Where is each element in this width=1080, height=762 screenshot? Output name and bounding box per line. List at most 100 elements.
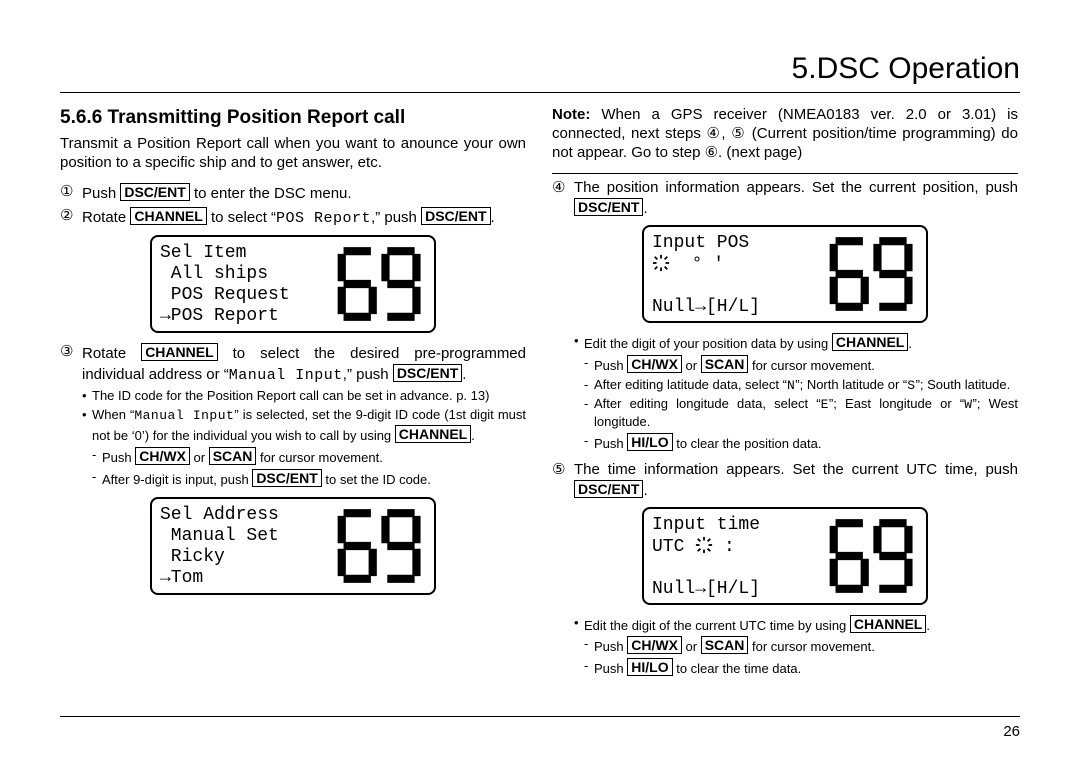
text: The time information appears. Set the cu… (574, 461, 1018, 478)
sub-bullet: -Push HI/LO to clear the time data. (584, 658, 1018, 678)
text: to clear the time data. (673, 661, 802, 676)
sub-marker: - (584, 396, 594, 431)
text: : (713, 537, 735, 557)
step-3: ③ Rotate CHANNEL to select the desired p… (60, 343, 526, 386)
sub-bullet: -After editing latitude data, select “N”… (584, 377, 1018, 395)
sub-bullet: -Push CH/WX or SCAN for cursor movement. (92, 447, 526, 467)
lcd-display-3: Input POS ° ' Null→[H/L] (642, 225, 928, 323)
lcd-line: Sel Address (160, 505, 279, 525)
lcd-text: E (821, 397, 829, 412)
text: Push (594, 661, 627, 676)
lcd-line: Null→[H/L] (652, 297, 760, 317)
lcd-text: S (907, 378, 915, 393)
step-text: Rotate CHANNEL to select the desired pre… (82, 343, 526, 386)
bullet: •Edit the digit of your position data by… (574, 333, 1018, 353)
key-label: HI/LO (627, 658, 672, 676)
sub-text: Push CH/WX or SCAN for cursor movement. (594, 355, 1018, 375)
lcd-line: Ricky (160, 547, 225, 567)
top-rule (60, 92, 1020, 93)
key-label: CH/WX (627, 636, 682, 654)
intro-paragraph: Transmit a Position Report call when you… (60, 135, 526, 173)
key-label: SCAN (209, 447, 257, 465)
sub-bullet: -Push CH/WX or SCAN for cursor movement. (584, 355, 1018, 375)
divider (552, 173, 1018, 174)
text: Edit the digit of your position data by … (584, 336, 832, 351)
sub-text: After 9-digit is input, push DSC/ENT to … (102, 469, 526, 489)
lcd-display-4: Input time UTC : Null→[H/L] (642, 507, 928, 605)
note-label: Note: (552, 106, 590, 123)
bullet-text: When “Manual Input” is selected, set the… (92, 407, 526, 445)
text: . (462, 366, 466, 383)
sub-text: Push CH/WX or SCAN for cursor movement. (594, 636, 1018, 656)
text: ,” push (343, 366, 393, 383)
step-text: Push DSC/ENT to enter the DSC menu. (82, 183, 526, 204)
lcd-line: POS Request (160, 285, 290, 305)
bullet: •Edit the digit of the current UTC time … (574, 615, 1018, 635)
lcd-display-1: Sel Item All ships POS Request →POS Repo… (150, 235, 436, 333)
note-paragraph: Note: When a GPS receiver (NMEA0183 ver.… (552, 106, 1018, 162)
bullet-marker: • (574, 615, 584, 635)
text: Push (594, 639, 627, 654)
cursor-blink-icon (695, 536, 713, 554)
notes-list: •Edit the digit of the current UTC time … (574, 615, 1018, 679)
sub-marker: - (584, 658, 594, 678)
sub-text: Push HI/LO to clear the position data. (594, 433, 1018, 453)
key-label: SCAN (701, 636, 749, 654)
text: ,” push (371, 209, 421, 226)
lcd-channel-digits (820, 233, 918, 315)
text: for cursor movement. (256, 450, 382, 465)
text: Rotate (82, 209, 130, 226)
lcd-text: Manual Input (229, 367, 343, 384)
sub-bullet: -Push CH/WX or SCAN for cursor movement. (584, 636, 1018, 656)
lcd-lines: Sel Item All ships POS Request →POS Repo… (160, 243, 328, 325)
step-number: ④ (552, 179, 574, 219)
lcd-line: Manual Set (160, 526, 279, 546)
text: Push (594, 358, 627, 373)
key-label: CHANNEL (832, 333, 908, 351)
seven-segment-69-icon (826, 515, 918, 597)
text: When “ (92, 407, 134, 422)
text: to enter the DSC menu. (190, 185, 352, 202)
text: or (682, 358, 701, 373)
bullet-text: Edit the digit of your position data by … (584, 333, 1018, 353)
lcd-line: All ships (160, 264, 268, 284)
text: . (643, 482, 647, 499)
step-number: ③ (60, 343, 82, 386)
step-text: Rotate CHANNEL to select “POS Report,” p… (82, 207, 526, 229)
key-label: CHANNEL (395, 425, 471, 443)
sub-marker: - (584, 636, 594, 656)
step-4: ④ The position information appears. Set … (552, 179, 1018, 219)
key-label: HI/LO (627, 433, 672, 451)
key-label: DSC/ENT (421, 207, 490, 225)
lcd-line: Sel Item (160, 243, 246, 263)
lcd-line: ° ' (652, 255, 724, 275)
key-label: DSC/ENT (120, 183, 189, 201)
manual-page: 5.DSC Operation 5.6.6 Transmitting Posit… (0, 0, 1080, 762)
seven-segment-69-icon (334, 243, 426, 325)
sub-bullet: -After editing longitude data, select “E… (584, 396, 1018, 431)
text: Push (82, 185, 120, 202)
text: . (908, 336, 912, 351)
step-5: ⑤ The time information appears. Set the … (552, 461, 1018, 501)
text: . (926, 618, 930, 633)
bullet-text: Edit the digit of the current UTC time b… (584, 615, 1018, 635)
cursor-blink-icon (652, 254, 670, 272)
sub-marker: - (92, 469, 102, 489)
text: . (491, 209, 495, 226)
bullet-marker: • (82, 388, 92, 405)
note-body: When a GPS receiver (NMEA0183 ver. 2.0 o… (552, 106, 1018, 161)
section-heading: 5.6.6 Transmitting Position Report call (60, 106, 526, 130)
text: ”; North latitude or “ (795, 377, 907, 392)
key-label: CHANNEL (850, 615, 926, 633)
step-1: ① Push DSC/ENT to enter the DSC menu. (60, 183, 526, 204)
sub-text: After editing latitude data, select “N”;… (594, 377, 1018, 395)
bullet-text: The ID code for the Position Report call… (92, 388, 526, 405)
notes-list: •The ID code for the Position Report cal… (82, 388, 526, 488)
notes-list: •Edit the digit of your position data by… (574, 333, 1018, 453)
step-text: The time information appears. Set the cu… (574, 461, 1018, 501)
lcd-display-2: Sel Address Manual Set Ricky →Tom (150, 497, 436, 595)
text: Rotate (82, 345, 141, 362)
lcd-line: Null→[H/L] (652, 579, 760, 599)
lcd-text: Manual Input (134, 408, 234, 423)
seven-segment-69-icon (826, 233, 918, 315)
